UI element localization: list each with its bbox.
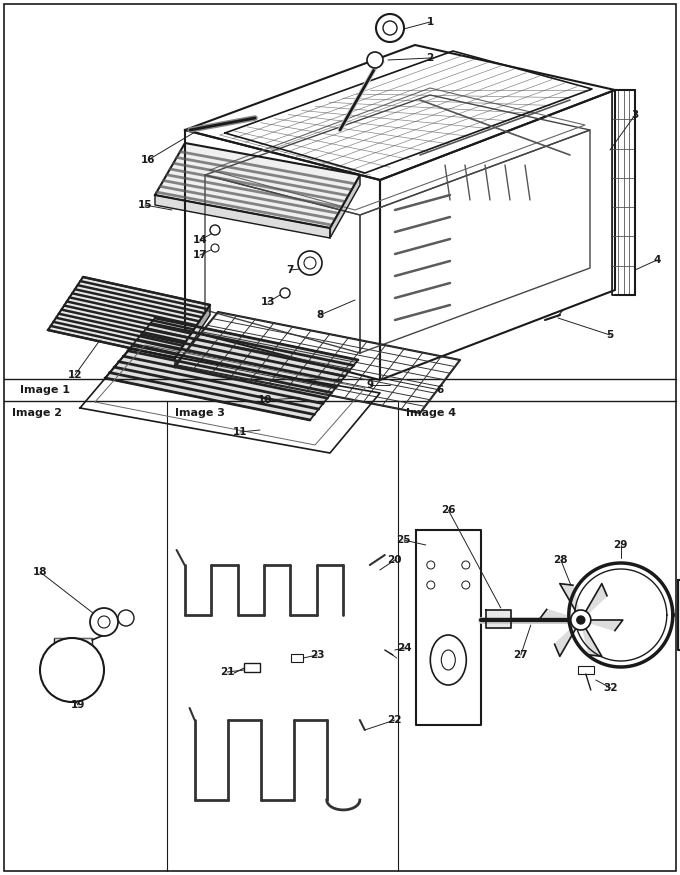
Polygon shape bbox=[581, 620, 602, 656]
Polygon shape bbox=[581, 620, 623, 631]
Circle shape bbox=[462, 581, 470, 589]
Circle shape bbox=[90, 608, 118, 636]
Circle shape bbox=[304, 257, 316, 269]
Text: 14: 14 bbox=[192, 235, 207, 245]
Polygon shape bbox=[555, 620, 581, 656]
Circle shape bbox=[211, 244, 219, 252]
Text: 28: 28 bbox=[554, 555, 568, 565]
Text: 12: 12 bbox=[68, 370, 82, 380]
Text: 17: 17 bbox=[192, 250, 207, 260]
Circle shape bbox=[298, 251, 322, 275]
Circle shape bbox=[40, 638, 104, 702]
Circle shape bbox=[376, 14, 404, 42]
Circle shape bbox=[427, 581, 435, 589]
Circle shape bbox=[210, 225, 220, 235]
Circle shape bbox=[280, 288, 290, 298]
Text: Image 3: Image 3 bbox=[175, 408, 224, 417]
Circle shape bbox=[383, 21, 397, 35]
Text: 24: 24 bbox=[398, 643, 412, 653]
Polygon shape bbox=[48, 277, 210, 358]
Polygon shape bbox=[539, 610, 581, 620]
Text: 3: 3 bbox=[631, 110, 639, 120]
Text: 8: 8 bbox=[316, 310, 324, 320]
Circle shape bbox=[427, 561, 435, 569]
Text: 2: 2 bbox=[426, 53, 434, 63]
Text: 23: 23 bbox=[310, 650, 324, 660]
Text: 16: 16 bbox=[141, 155, 155, 165]
Polygon shape bbox=[105, 318, 358, 420]
Text: 10: 10 bbox=[258, 395, 272, 405]
Circle shape bbox=[118, 610, 134, 626]
Text: 20: 20 bbox=[388, 555, 402, 565]
Circle shape bbox=[98, 616, 110, 628]
Polygon shape bbox=[330, 175, 360, 238]
Text: 22: 22 bbox=[388, 715, 402, 725]
Text: Image 4: Image 4 bbox=[406, 408, 456, 417]
Polygon shape bbox=[678, 580, 680, 650]
Text: 18: 18 bbox=[33, 567, 47, 577]
Polygon shape bbox=[155, 143, 360, 228]
Polygon shape bbox=[486, 610, 511, 628]
Polygon shape bbox=[155, 195, 330, 238]
Text: 11: 11 bbox=[233, 427, 248, 437]
Polygon shape bbox=[175, 305, 210, 368]
Text: 5: 5 bbox=[607, 330, 613, 340]
Text: 27: 27 bbox=[513, 650, 528, 660]
Bar bbox=[244, 663, 260, 672]
Text: 26: 26 bbox=[441, 505, 456, 515]
Polygon shape bbox=[581, 584, 607, 620]
Text: 25: 25 bbox=[396, 535, 411, 545]
Circle shape bbox=[367, 52, 383, 68]
Text: 4: 4 bbox=[653, 255, 661, 265]
Text: 19: 19 bbox=[71, 700, 85, 710]
Text: 1: 1 bbox=[426, 17, 434, 27]
Text: Image 1: Image 1 bbox=[20, 385, 70, 395]
Text: 21: 21 bbox=[220, 667, 235, 677]
Circle shape bbox=[462, 561, 470, 569]
Text: 32: 32 bbox=[604, 683, 618, 693]
Text: 15: 15 bbox=[138, 200, 152, 210]
Text: 6: 6 bbox=[437, 385, 443, 395]
Polygon shape bbox=[560, 584, 581, 620]
Bar bbox=[291, 654, 303, 662]
Text: 9: 9 bbox=[367, 380, 373, 390]
Text: 7: 7 bbox=[286, 265, 294, 275]
Text: Image 2: Image 2 bbox=[12, 408, 62, 417]
Bar bbox=[578, 666, 594, 674]
Circle shape bbox=[577, 616, 585, 624]
Text: 29: 29 bbox=[613, 540, 628, 550]
Circle shape bbox=[571, 610, 591, 630]
Ellipse shape bbox=[430, 635, 466, 685]
Text: 13: 13 bbox=[260, 297, 275, 307]
Ellipse shape bbox=[441, 650, 456, 670]
